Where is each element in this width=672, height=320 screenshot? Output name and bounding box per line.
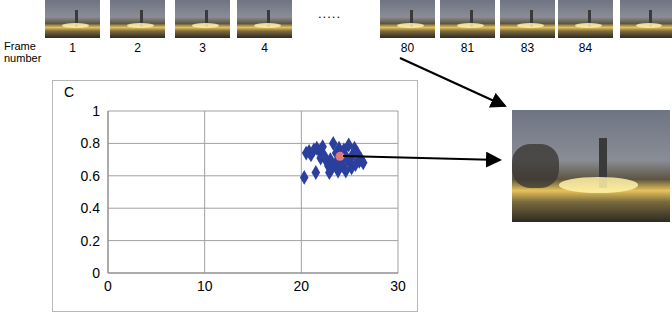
- html-text:81: 81: [460, 41, 475, 55]
- html-text:3: 3: [199, 41, 206, 55]
- html-text:2: 2: [134, 41, 141, 55]
- svg-text:0.8: 0.8: [81, 135, 101, 151]
- svg-text:30: 30: [390, 278, 406, 294]
- svg-text:0.2: 0.2: [81, 233, 101, 249]
- html-text:Frame number: Frame number: [4, 40, 42, 64]
- html-text:1: 1: [69, 41, 76, 55]
- svg-text:0.4: 0.4: [81, 200, 101, 216]
- svg-text:0.6: 0.6: [81, 168, 101, 184]
- html-text:C: C: [64, 84, 75, 100]
- html-text:84: 84: [578, 41, 593, 55]
- svg-text:1: 1: [92, 103, 100, 119]
- html-text:80: 80: [400, 41, 415, 55]
- svg-text:10: 10: [197, 278, 213, 294]
- html-text:4: 4: [261, 41, 268, 55]
- svg-text:0: 0: [92, 265, 100, 281]
- html-text:83: 83: [520, 41, 535, 55]
- svg-text:20: 20: [294, 278, 310, 294]
- svg-text:0: 0: [104, 278, 112, 294]
